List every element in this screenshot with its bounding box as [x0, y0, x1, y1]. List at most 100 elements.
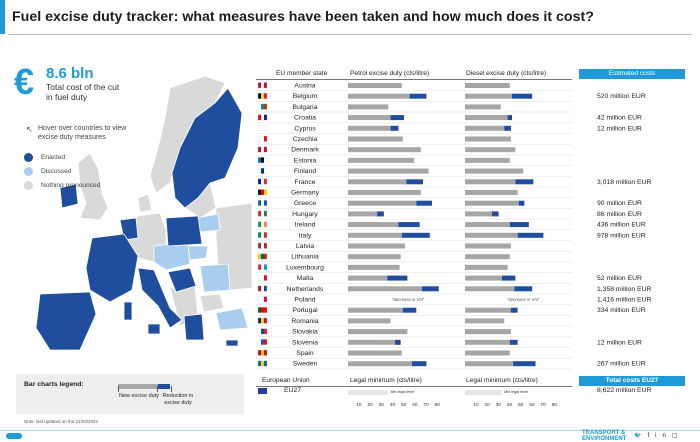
diesel-new-bar — [465, 350, 510, 356]
flag-stripe — [258, 146, 261, 153]
flag-stripe — [264, 103, 267, 110]
diesel-new-bar — [465, 93, 513, 99]
eu-min-petrol-bar — [348, 390, 389, 395]
country-label: Hungary — [292, 211, 318, 218]
petrol-new-bar — [348, 211, 378, 217]
diesel-new-bar — [465, 222, 510, 228]
diesel-reduction-bar — [491, 211, 499, 217]
map-iberia[interactable] — [35, 291, 97, 351]
map-islands[interactable] — [123, 301, 239, 347]
total-costs-header: Total costs EU27 — [579, 376, 685, 386]
flag-stripe — [258, 82, 261, 88]
flag-stripe — [258, 136, 261, 142]
petrol-new-bar — [348, 125, 391, 131]
social-links[interactable]: 🐦fin▢ — [634, 432, 684, 439]
flag-stripe — [261, 296, 264, 302]
map-bulgaria[interactable] — [199, 293, 225, 313]
flag-stripe — [258, 350, 261, 356]
header-state: EU member state — [276, 70, 328, 77]
petrol-new-bar — [348, 136, 403, 142]
linkedin-icon[interactable]: in — [655, 433, 672, 439]
country-label: Poland — [294, 297, 315, 304]
map-turkey-region[interactable] — [215, 307, 249, 331]
map-slovakia[interactable] — [187, 245, 209, 261]
map-ireland[interactable] — [59, 183, 79, 209]
flag-stripe — [261, 328, 264, 335]
flag-stripe — [261, 264, 264, 270]
estimated-cost: 978 million EUR — [597, 232, 646, 239]
map-austria-czechia[interactable] — [153, 241, 191, 271]
flag-stripe — [261, 93, 264, 99]
flag-stripe — [261, 114, 264, 121]
x-tick-label: 10 — [356, 403, 362, 408]
petrol-reduction-bar — [390, 125, 399, 131]
petrol-new-bar — [348, 275, 388, 281]
petrol-reduction-bar — [395, 339, 401, 345]
country-label: Sweden — [293, 361, 318, 368]
flag-icon — [257, 146, 268, 153]
map-italy[interactable] — [137, 267, 183, 329]
flag-icon — [257, 349, 268, 356]
flag-stripe — [264, 168, 267, 174]
flag-stripe — [261, 221, 264, 228]
country-label: Bulgaria — [293, 104, 318, 111]
x-tick-label: 20 — [367, 403, 373, 408]
diesel-new-bar — [465, 104, 501, 110]
map-romania[interactable] — [199, 263, 231, 293]
flag-icon — [257, 125, 268, 131]
flag-stripe — [264, 253, 267, 260]
flag-stripe — [261, 210, 264, 217]
petrol-new-bar — [348, 232, 402, 238]
map-france[interactable] — [85, 233, 139, 303]
country-label: Cyprus — [294, 125, 316, 132]
map-poland[interactable] — [165, 215, 203, 247]
map-balkans-west[interactable] — [167, 267, 197, 293]
europe-map[interactable] — [20, 58, 252, 368]
flag-icon — [257, 264, 268, 271]
petrol-new-bar — [348, 254, 401, 260]
map-denmark[interactable] — [137, 193, 153, 213]
x-tick-label: 70 — [423, 403, 429, 408]
twitter-icon[interactable]: 🐦 — [634, 433, 648, 439]
flag-icon — [257, 82, 268, 89]
bar-legend-reduction-swatch — [158, 384, 170, 389]
x-tick-label: 70 — [540, 403, 546, 408]
map-united-kingdom[interactable] — [77, 152, 109, 221]
country-label: Denmark — [291, 147, 319, 154]
bar-legend-tick — [171, 386, 172, 392]
petrol-new-bar — [348, 147, 421, 153]
petrol-new-bar — [348, 168, 429, 174]
diesel-new-bar — [465, 190, 518, 195]
petrol-new-bar — [348, 318, 391, 324]
facebook-icon[interactable]: f — [647, 433, 656, 439]
petrol-new-bar — [348, 157, 415, 163]
petrol-new-bar — [348, 264, 400, 270]
flag-stripe — [258, 296, 261, 302]
flag-icon — [257, 285, 268, 292]
diesel-reduction-bar — [509, 339, 518, 345]
map-greece[interactable] — [183, 313, 205, 341]
diesel-new-bar — [465, 361, 514, 367]
title-divider — [8, 34, 692, 35]
diesel-new-bar — [465, 168, 524, 174]
x-tick-label: 80 — [551, 403, 557, 408]
flag-stripe — [261, 360, 264, 367]
country-label: Finland — [294, 168, 317, 175]
map-legend: Enacted Discussed Nothing pronounced — [24, 150, 100, 192]
estimated-cost: 12 million EUR — [597, 339, 642, 346]
diesel-reduction-bar — [517, 232, 544, 238]
estimated-cost: 42 million EUR — [597, 115, 642, 122]
diesel-reduction-bar — [515, 179, 534, 185]
flag-stripe — [261, 285, 264, 292]
flag-stripe — [258, 328, 261, 335]
map-sweden-finland[interactable] — [171, 87, 243, 209]
flag-stripe — [258, 221, 261, 228]
flag-icon — [257, 339, 268, 345]
country-label: Luxembourg — [286, 264, 324, 271]
x-tick-label: 40 — [506, 403, 513, 408]
flag-stripe — [258, 157, 261, 163]
eu-flag-icon — [258, 388, 267, 394]
country-label: Netherlands — [287, 286, 324, 293]
instagram-icon[interactable]: ▢ — [671, 433, 684, 439]
flag-stripe — [261, 189, 264, 195]
